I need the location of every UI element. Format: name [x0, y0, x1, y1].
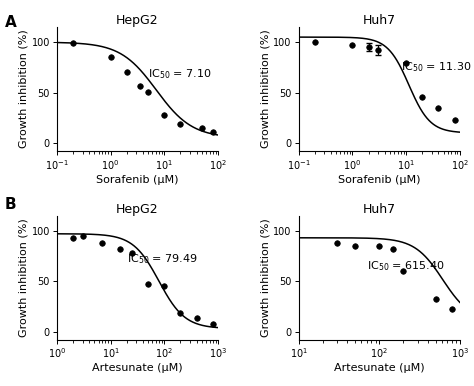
Y-axis label: Growth inhibition (%): Growth inhibition (%)	[19, 30, 29, 149]
Text: B: B	[5, 197, 17, 212]
X-axis label: Sorafenib (μM): Sorafenib (μM)	[96, 174, 179, 185]
X-axis label: Sorafenib (μM): Sorafenib (μM)	[338, 174, 420, 185]
Y-axis label: Growth inhibition (%): Growth inhibition (%)	[261, 30, 271, 149]
Text: IC$_{50}$ = 615.40: IC$_{50}$ = 615.40	[367, 259, 445, 273]
X-axis label: Artesunate (μM): Artesunate (μM)	[92, 363, 183, 373]
Title: Huh7: Huh7	[363, 14, 396, 27]
Y-axis label: Growth inhibition (%): Growth inhibition (%)	[19, 218, 29, 337]
Title: HepG2: HepG2	[116, 203, 159, 216]
Text: A: A	[5, 15, 17, 30]
Title: Huh7: Huh7	[363, 203, 396, 216]
Y-axis label: Growth inhibition (%): Growth inhibition (%)	[261, 218, 271, 337]
Title: HepG2: HepG2	[116, 14, 159, 27]
X-axis label: Artesunate (μM): Artesunate (μM)	[334, 363, 425, 373]
Text: IC$_{50}$ = 79.49: IC$_{50}$ = 79.49	[127, 252, 198, 266]
Text: IC$_{50}$ = 11.30: IC$_{50}$ = 11.30	[401, 61, 472, 74]
Text: IC$_{50}$ = 7.10: IC$_{50}$ = 7.10	[148, 68, 212, 81]
